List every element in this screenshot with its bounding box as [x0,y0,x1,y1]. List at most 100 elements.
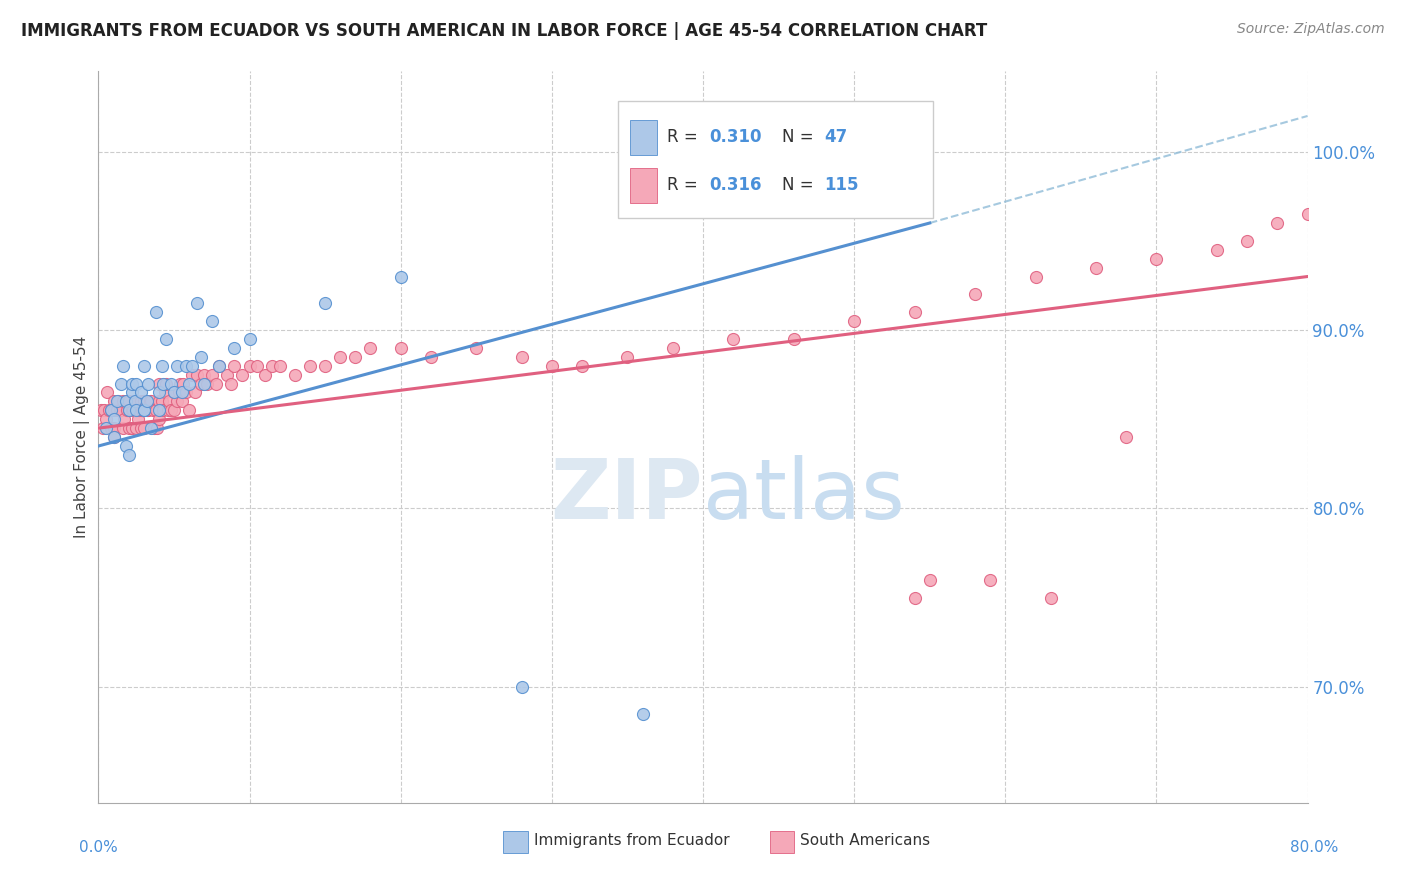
Point [122,403,145,417]
Text: R =: R = [666,128,703,146]
Text: 115: 115 [824,177,859,194]
Point [132,394,155,409]
Point [159,394,181,409]
Point [571,359,593,373]
Point [148,385,170,400]
Point [98,403,121,417]
Point [148,394,170,409]
Point [205,376,228,391]
Point [979,573,1001,587]
Point [141,421,163,435]
Point [111,394,134,409]
Point [143,421,166,435]
FancyBboxPatch shape [619,101,932,218]
Point [93,403,115,417]
Point [115,403,138,417]
Point [91,421,114,435]
Point [314,359,336,373]
Point [103,394,125,409]
Point [114,439,136,453]
Point [1267,216,1289,230]
Point [146,421,169,435]
Point [127,412,149,426]
Point [94,412,117,426]
Point [121,376,143,391]
Point [420,350,443,364]
Text: 0.316: 0.316 [709,177,762,194]
Point [135,403,157,417]
Point [208,359,231,373]
Point [1115,430,1137,444]
Point [118,421,141,435]
Point [179,403,201,417]
Point [112,412,135,426]
Point [224,359,246,373]
Y-axis label: In Labor Force | Age 45-54: In Labor Force | Age 45-54 [75,336,90,538]
Point [1296,207,1319,221]
Point [100,403,122,417]
Text: N =: N = [782,128,818,146]
Point [105,394,128,409]
Point [132,403,155,417]
Point [195,376,218,391]
Point [121,385,143,400]
Point [201,314,224,328]
Text: Source: ZipAtlas.com: Source: ZipAtlas.com [1237,22,1385,37]
Point [344,350,367,364]
Point [193,368,215,382]
Point [96,385,118,400]
Point [100,421,122,435]
Point [150,359,173,373]
Point [90,403,112,417]
Point [181,368,204,382]
Text: 0.0%: 0.0% [79,840,118,855]
Point [124,394,146,409]
Point [904,305,927,319]
Point [118,403,141,417]
Point [465,341,488,355]
Point [190,350,212,364]
Point [253,368,276,382]
Point [114,394,136,409]
Point [94,421,117,435]
Point [314,296,336,310]
Point [163,403,186,417]
Point [181,359,204,373]
Text: 0.310: 0.310 [709,128,762,146]
Point [186,296,208,310]
Point [152,403,174,417]
Point [105,403,128,417]
Point [118,448,141,462]
Point [190,376,212,391]
Point [163,385,186,400]
Point [299,359,322,373]
Point [118,403,141,417]
Point [616,350,638,364]
Point [360,341,382,355]
Point [262,359,284,373]
Point [510,680,533,694]
Point [132,359,155,373]
Point [155,332,177,346]
Point [167,385,190,400]
Text: 80.0%: 80.0% [1291,840,1339,855]
Point [186,368,208,382]
Point [169,376,191,391]
Point [135,394,157,409]
Point [208,359,231,373]
Text: ZIP: ZIP [551,455,703,536]
Point [201,368,224,382]
Point [1039,591,1062,605]
Point [193,376,215,391]
Point [101,403,124,417]
Point [110,376,132,391]
Point [723,332,745,346]
Point [136,403,159,417]
Point [239,332,262,346]
Point [224,341,246,355]
Point [170,385,193,400]
Point [139,394,162,409]
Point [172,376,194,391]
Point [124,394,146,409]
Text: 47: 47 [824,128,848,146]
